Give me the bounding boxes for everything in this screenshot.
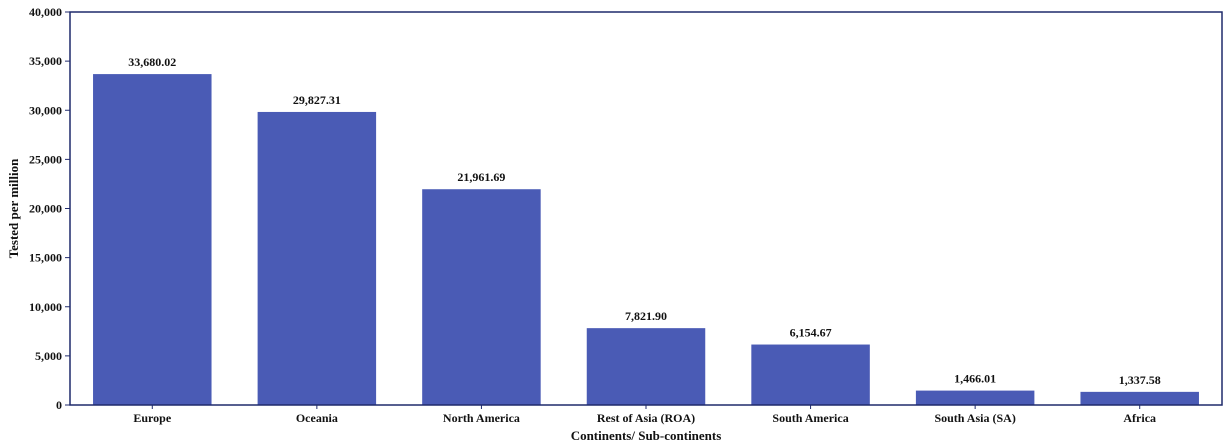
bar-north-america — [422, 189, 541, 405]
bar-value-label: 29,827.31 — [293, 93, 341, 107]
y-tick-label: 15,000 — [29, 251, 62, 265]
y-tick-label: 10,000 — [29, 300, 62, 314]
y-tick-label: 35,000 — [29, 54, 62, 68]
x-tick-label: Europe — [133, 411, 171, 425]
y-tick-label: 0 — [56, 398, 62, 412]
bar-rest-of-asia-roa — [586, 328, 706, 405]
bars — [93, 74, 1199, 405]
x-tick-label: Oceania — [296, 411, 338, 425]
value-labels: 33,680.02 29,827.31 21,961.69 7,821.90 6,154… — [128, 55, 1160, 387]
y-tick-label: 5,000 — [35, 349, 62, 363]
x-tick-label: South America — [772, 411, 848, 425]
bar-africa — [1080, 391, 1199, 405]
bar-value-label: 1,466.01 — [954, 372, 996, 386]
bar-south-asia-sa — [915, 390, 1035, 405]
bar-value-label: 1,337.58 — [1119, 373, 1161, 387]
y-tick-label: 40,000 — [29, 5, 62, 19]
y-axis-ticks: 0 5,000 10,000 15,000 20,000 25,000 30,000 35,0… — [29, 5, 70, 412]
y-tick-label: 20,000 — [29, 202, 62, 216]
bar-europe — [93, 74, 212, 405]
y-axis-title: Tested per million — [6, 158, 21, 258]
x-tick-label: North America — [443, 411, 520, 425]
x-tick-label: Rest of Asia (ROA) — [597, 411, 695, 425]
bar-value-label: 33,680.02 — [128, 55, 176, 69]
x-tick-label: South Asia (SA) — [934, 411, 1015, 425]
x-tick-label: Africa — [1123, 411, 1156, 425]
bar-value-label: 6,154.67 — [790, 326, 832, 340]
y-tick-label: 30,000 — [29, 103, 62, 117]
plot-frame — [69, 11, 1223, 406]
y-tick-label: 25,000 — [29, 152, 62, 166]
bar-value-label: 21,961.69 — [457, 170, 505, 184]
x-axis-title: Continents/ Sub-continents — [571, 428, 722, 443]
bar-oceania — [257, 111, 377, 405]
bar-value-label: 7,821.90 — [625, 309, 667, 323]
bar-south-america — [751, 344, 870, 405]
x-axis-ticks: Europe Oceania North America Rest of Asia (… — [133, 405, 1156, 425]
